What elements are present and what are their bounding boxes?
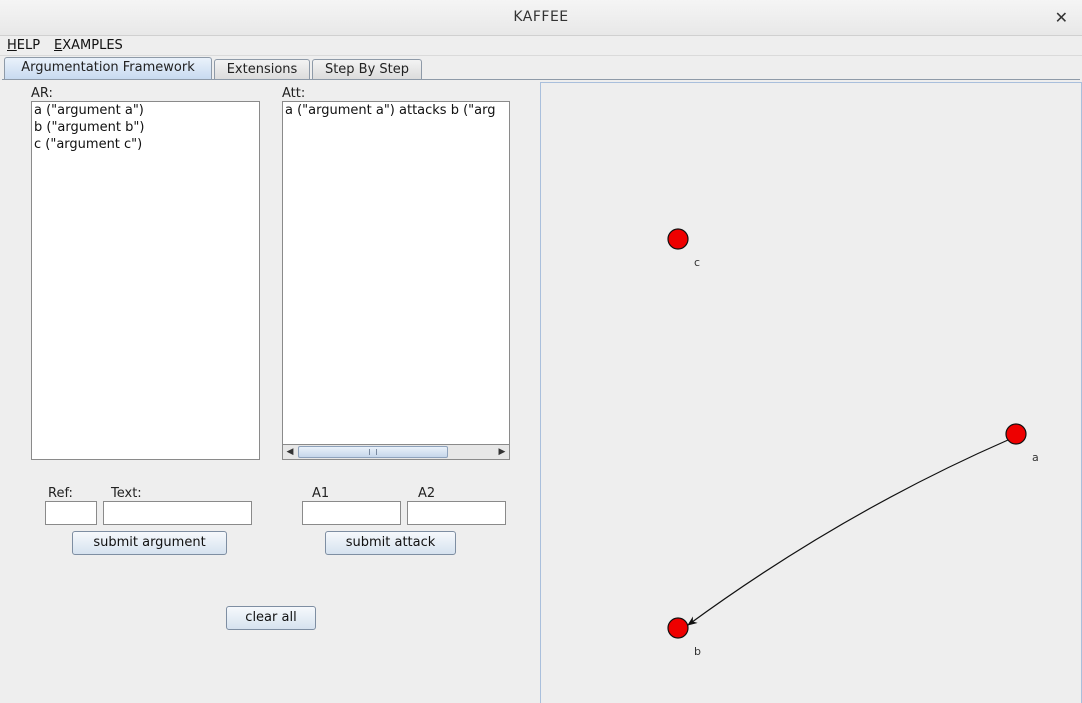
a1-label: A1 xyxy=(312,486,330,501)
tab-extensions[interactable]: Extensions xyxy=(214,59,310,79)
ref-label: Ref: xyxy=(48,486,73,501)
window-title: KAFFEE xyxy=(513,9,569,25)
menu-examples-mnemonic: E xyxy=(54,38,63,53)
attacks-horizontal-scrollbar[interactable]: ◀ ▶ xyxy=(282,444,510,460)
scroll-right-icon[interactable]: ▶ xyxy=(498,447,506,457)
attack-edge-a-b xyxy=(687,439,1009,626)
list-item[interactable]: a ("argument a") attacks b ("arg xyxy=(285,103,496,118)
a2-label: A2 xyxy=(418,486,436,501)
graph-canvas[interactable]: c a b xyxy=(540,82,1082,703)
graph-node-c[interactable] xyxy=(667,228,689,250)
tab-bar: Argumentation Framework Extensions Step … xyxy=(0,57,1082,79)
ref-input[interactable] xyxy=(45,501,97,525)
list-item[interactable]: c ("argument c") xyxy=(34,137,143,152)
scroll-thumb[interactable] xyxy=(298,446,448,458)
text-label: Text: xyxy=(111,486,142,501)
scroll-left-icon[interactable]: ◀ xyxy=(286,447,294,457)
graph-node-b[interactable] xyxy=(667,617,689,639)
attacks-list[interactable]: a ("argument a") attacks b ("arg xyxy=(282,101,510,445)
menu-help-mnemonic: H xyxy=(7,38,17,53)
submit-attack-button[interactable]: submit attack xyxy=(325,531,456,555)
close-icon[interactable]: ✕ xyxy=(1054,8,1068,27)
arguments-list[interactable]: a ("argument a") b ("argument b") c ("ar… xyxy=(31,101,260,460)
grip-icon xyxy=(369,449,377,455)
submit-argument-button[interactable]: submit argument xyxy=(72,531,227,555)
tab-step-by-step[interactable]: Step By Step xyxy=(312,59,422,79)
menu-bar: HELP EXAMPLES xyxy=(0,36,1082,56)
menu-help[interactable]: HELP xyxy=(7,38,40,53)
a1-input[interactable] xyxy=(302,501,401,525)
tab-divider xyxy=(2,79,1080,80)
graph-node-a[interactable] xyxy=(1005,423,1027,445)
graph-node-label-c: c xyxy=(694,256,700,269)
title-bar: KAFFEE ✕ xyxy=(0,0,1082,36)
clear-all-button[interactable]: clear all xyxy=(226,606,316,630)
a2-input[interactable] xyxy=(407,501,506,525)
menu-examples[interactable]: EXAMPLES xyxy=(54,38,123,53)
tab-argumentation-framework[interactable]: Argumentation Framework xyxy=(4,57,212,79)
graph-svg: c a b xyxy=(667,228,1039,658)
list-item[interactable]: b ("argument b") xyxy=(34,120,145,135)
list-item[interactable]: a ("argument a") xyxy=(34,103,144,118)
graph-node-label-b: b xyxy=(694,645,701,658)
attacks-label: Att: xyxy=(282,86,306,101)
graph-node-label-a: a xyxy=(1032,451,1039,464)
menu-examples-label: XAMPLES xyxy=(62,38,123,53)
arguments-label: AR: xyxy=(31,86,53,101)
menu-help-label: ELP xyxy=(16,38,41,53)
text-input[interactable] xyxy=(103,501,252,525)
